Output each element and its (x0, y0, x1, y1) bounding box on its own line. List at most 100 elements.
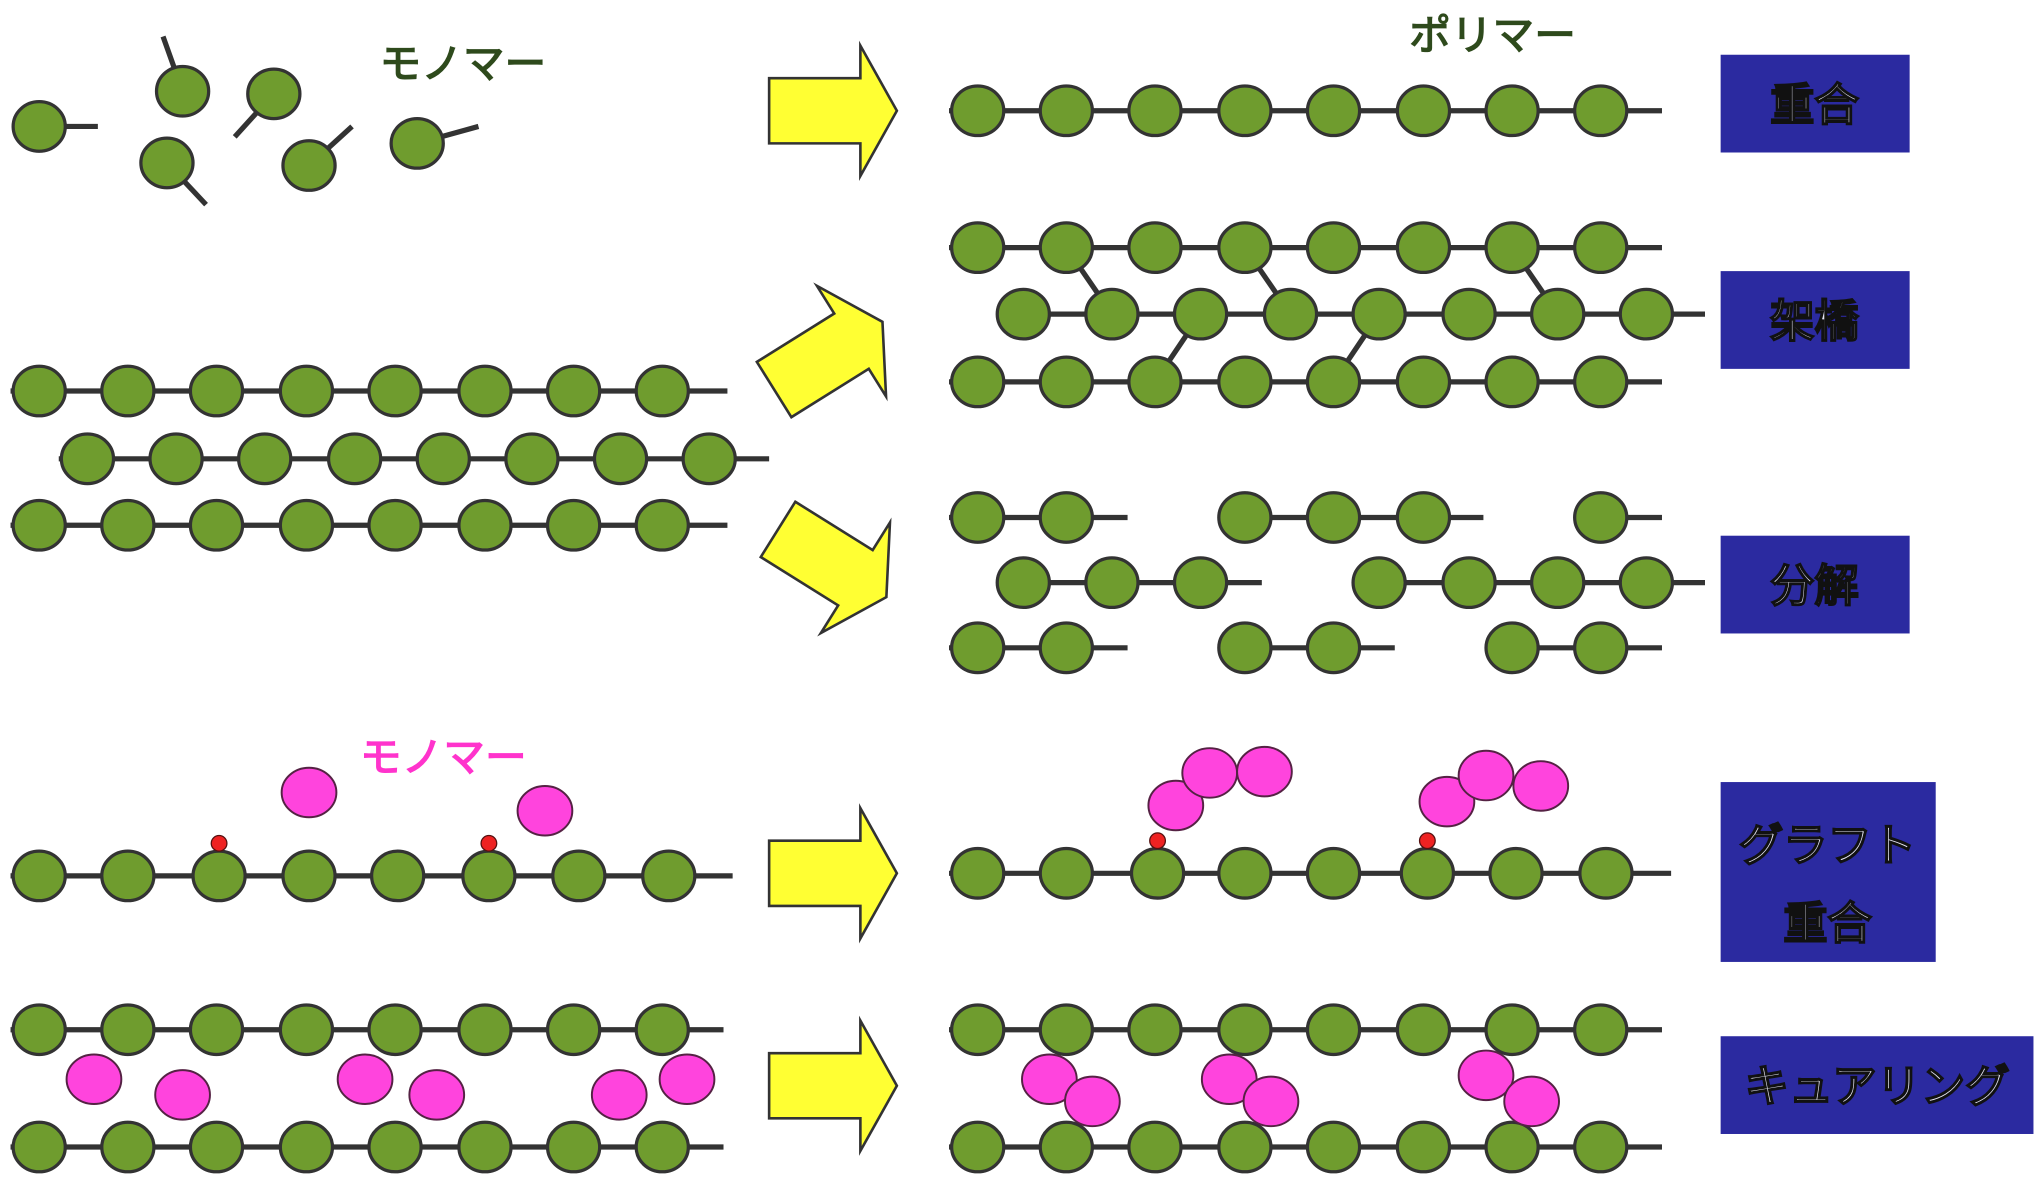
unit (1172, 556, 1229, 610)
unit (367, 1120, 423, 1174)
unit (191, 849, 247, 903)
unit (188, 1003, 245, 1057)
unit (1305, 221, 1362, 275)
arrow (758, 499, 892, 637)
unit (949, 1120, 1006, 1174)
unit (545, 1003, 602, 1057)
process-label: 分解 (1770, 561, 1859, 612)
unit (1084, 556, 1140, 610)
arrow (767, 40, 899, 181)
unit (504, 432, 560, 486)
unit (1038, 1120, 1095, 1174)
unit (100, 364, 156, 418)
unit (949, 846, 1006, 900)
unit (995, 556, 1052, 610)
unit (1618, 556, 1675, 610)
monomer (590, 1069, 648, 1121)
monomer (1242, 1075, 1300, 1128)
unit (188, 498, 245, 552)
unit (1484, 1003, 1540, 1057)
unit (100, 1003, 156, 1057)
unit (1399, 846, 1456, 900)
monomer (1418, 775, 1476, 828)
unit (949, 84, 1006, 138)
unit (1038, 846, 1095, 900)
unit (100, 849, 156, 903)
monomer (1236, 745, 1293, 798)
process-label: 重合 (1770, 80, 1859, 131)
monomer (1021, 1053, 1078, 1105)
unit (1217, 1120, 1273, 1174)
label-box (1720, 782, 1936, 962)
unit (1573, 491, 1629, 544)
active-site (1418, 832, 1436, 850)
monomer (1181, 747, 1239, 799)
unit (1484, 1120, 1540, 1174)
monomer (1512, 760, 1570, 812)
unit (1573, 84, 1629, 138)
unit (1127, 1003, 1183, 1057)
unit (634, 498, 690, 552)
unit (1484, 621, 1540, 675)
arrow (767, 1015, 899, 1156)
unit (457, 498, 513, 552)
unit (1618, 287, 1675, 341)
unit (1305, 846, 1362, 900)
unit (545, 1120, 602, 1174)
unit (1217, 1003, 1273, 1057)
process-label: 重合 (1783, 898, 1872, 949)
unit (11, 100, 67, 153)
unit (1351, 287, 1407, 341)
graft-monomer-label: モノマー (360, 733, 527, 782)
unit (1084, 287, 1140, 341)
unit (545, 498, 602, 552)
unit (634, 1120, 690, 1174)
label-box (1720, 271, 1910, 369)
unit (1217, 491, 1273, 544)
monomer (1503, 1075, 1560, 1128)
unit (545, 364, 602, 418)
unit (326, 432, 383, 486)
unit (1038, 491, 1095, 544)
unit (1217, 221, 1273, 275)
unit (11, 849, 67, 903)
monomer-label: モノマー (379, 39, 546, 88)
arrow (767, 803, 899, 944)
unit (1217, 846, 1273, 900)
unit (11, 364, 67, 418)
unit (154, 64, 211, 118)
unit (457, 364, 513, 418)
unit (1305, 491, 1362, 544)
monomer (658, 1053, 716, 1105)
monomer (280, 766, 338, 819)
unit (681, 432, 737, 486)
unit (246, 67, 302, 121)
unit (457, 1003, 513, 1057)
unit (634, 1003, 690, 1057)
unit (367, 498, 423, 552)
unit (1395, 84, 1452, 138)
unit (1305, 355, 1362, 409)
unit (278, 498, 335, 552)
unit (1441, 287, 1497, 341)
unit (1305, 621, 1362, 675)
unit (1038, 84, 1095, 138)
process-label: グラフト (1739, 820, 1916, 871)
unit (1217, 621, 1273, 675)
unit (11, 498, 67, 552)
unit (1395, 491, 1452, 544)
monomer (516, 784, 574, 837)
unit (139, 136, 195, 190)
unit (188, 1120, 245, 1174)
unit (1395, 355, 1452, 409)
shapes (10, 35, 1705, 1174)
unit (11, 1003, 67, 1057)
monomer (1064, 1075, 1121, 1128)
unit (1305, 1120, 1362, 1174)
unit (457, 1120, 513, 1174)
unit (281, 849, 337, 903)
unit (1172, 287, 1229, 341)
unit (634, 364, 690, 418)
